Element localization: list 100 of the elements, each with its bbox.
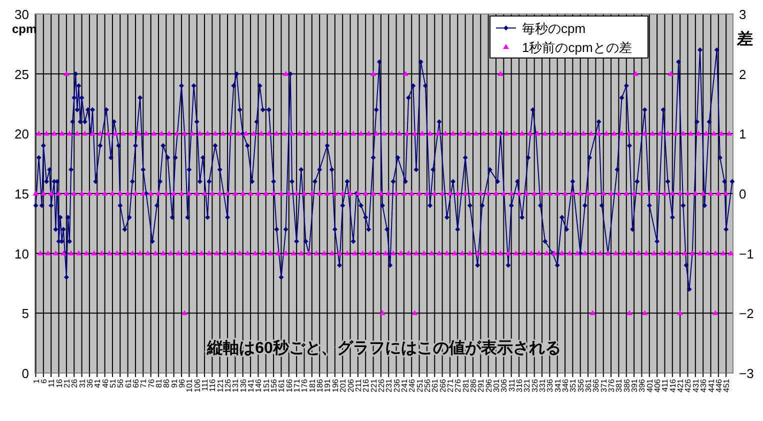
x-tick-label: 71 [139, 378, 148, 388]
x-tick-label: 411 [660, 378, 670, 392]
x-tick-label: 151 [262, 378, 271, 392]
legend-label: 1秒前のcpmとの差 [522, 40, 632, 55]
x-tick-label: 156 [270, 378, 279, 392]
x-tick-label: 431 [691, 378, 700, 392]
x-tick-label: 296 [484, 378, 494, 392]
y2-axis-title: 差 [736, 30, 753, 48]
x-tick-label: 366 [592, 378, 601, 392]
x-tick-label: 181 [308, 378, 317, 392]
x-tick-label: 331 [538, 378, 548, 392]
y-tick-label: 10 [14, 246, 29, 262]
x-tick-label: 401 [645, 378, 654, 392]
x-tick-label: 101 [185, 378, 194, 392]
x-tick-label: 126 [224, 378, 233, 392]
x-tick-label: 251 [415, 378, 424, 392]
x-tick-label: 206 [346, 378, 356, 392]
x-tick-label: 51 [108, 378, 118, 388]
y-tick-label: 5 [22, 306, 29, 322]
x-tick-label: 196 [330, 378, 340, 392]
x-tick-label: 416 [668, 378, 678, 392]
x-tick-label: 186 [316, 378, 325, 392]
x-tick-label: 311 [507, 378, 516, 392]
x-tick-label: 446 [714, 378, 724, 392]
x-tick-label: 21 [62, 378, 72, 388]
x-tick-label: 141 [246, 378, 256, 392]
x-tick-label: 361 [584, 378, 594, 392]
x-tick-label: 116 [208, 378, 218, 392]
x-tick-label: 381 [614, 378, 624, 392]
x-tick-label: 256 [422, 378, 432, 392]
x-tick-label: 221 [369, 378, 378, 392]
x-tick-label: 396 [638, 378, 647, 392]
y2-tick-label: 2 [739, 66, 746, 82]
x-tick-label: 6 [39, 378, 48, 384]
x-tick-label: 386 [622, 378, 632, 392]
x-tick-label: 231 [384, 378, 394, 392]
x-tick-label: 266 [438, 378, 448, 392]
x-tick-label: 326 [530, 378, 540, 392]
x-tick-label: 81 [154, 378, 164, 388]
y2-tick-label: 0 [739, 186, 746, 202]
x-tick-label: 346 [561, 378, 570, 392]
y2-tick-label: 1 [739, 126, 746, 142]
x-tick-label: 406 [653, 378, 662, 392]
x-tick-label: 451 [722, 378, 732, 392]
x-tick-label: 281 [461, 378, 470, 392]
x-tick-label: 86 [162, 378, 172, 388]
x-tick-label: 341 [553, 378, 562, 392]
x-tick-label: 351 [568, 378, 578, 392]
x-tick-label: 96 [178, 378, 187, 388]
x-tick-label: 246 [408, 378, 417, 392]
x-tick-label: 271 [446, 378, 455, 392]
x-tick-label: 161 [277, 378, 286, 392]
x-tick-label: 171 [292, 378, 302, 392]
y2-tick-label: −2 [739, 306, 754, 322]
x-tick-label: 216 [362, 378, 371, 392]
x-tick-label: 111 [200, 378, 210, 392]
x-tick-label: 31 [78, 378, 87, 388]
x-tick-label: 261 [430, 378, 440, 392]
x-tick-label: 36 [85, 378, 94, 388]
y2-tick-label: 3 [739, 7, 746, 22]
x-tick-label: 26 [70, 378, 80, 388]
x-tick-label: 371 [599, 378, 608, 392]
x-tick-label: 76 [146, 378, 156, 388]
x-tick-label: 376 [607, 378, 616, 392]
x-tick-label: 1 [32, 378, 41, 384]
x-tick-label: 41 [93, 378, 102, 388]
x-tick-label: 131 [231, 378, 240, 392]
x-tick-label: 336 [546, 378, 555, 392]
x-tick-label: 166 [284, 378, 294, 392]
x-tick-label: 306 [500, 378, 509, 392]
x-tick-label: 441 [706, 378, 716, 392]
y2-tick-label: −1 [739, 246, 754, 262]
x-tick-label: 61 [124, 378, 133, 388]
x-tick-label: 191 [323, 378, 332, 392]
x-tick-label: 176 [300, 378, 310, 392]
x-tick-label: 241 [400, 378, 409, 392]
x-tick-label: 301 [492, 378, 501, 392]
x-tick-label: 286 [468, 378, 478, 392]
x-tick-label: 316 [515, 378, 524, 392]
x-tick-label: 136 [238, 378, 248, 392]
y-tick-label: 15 [14, 186, 29, 202]
y-tick-label: 25 [14, 66, 29, 82]
x-tick-label: 421 [676, 378, 686, 392]
x-tick-label: 226 [376, 378, 386, 392]
x-tick-label: 11 [47, 378, 56, 388]
x-tick-label: 46 [100, 378, 110, 388]
x-tick-label: 291 [476, 378, 486, 392]
y-tick-label: 0 [22, 366, 29, 381]
x-tick-label: 16 [54, 378, 64, 388]
y-tick-label: 30 [14, 7, 29, 22]
x-tick-label: 276 [454, 378, 463, 392]
x-tick-label: 106 [192, 378, 202, 392]
x-tick-label: 201 [338, 378, 348, 392]
y2-tick-label: −3 [739, 366, 754, 381]
y-tick-label: 20 [14, 126, 29, 142]
x-tick-label: 426 [684, 378, 693, 392]
x-tick-label: 436 [699, 378, 708, 392]
x-tick-label: 391 [630, 378, 640, 392]
x-tick-label: 91 [170, 378, 179, 388]
x-tick-label: 121 [216, 378, 225, 392]
